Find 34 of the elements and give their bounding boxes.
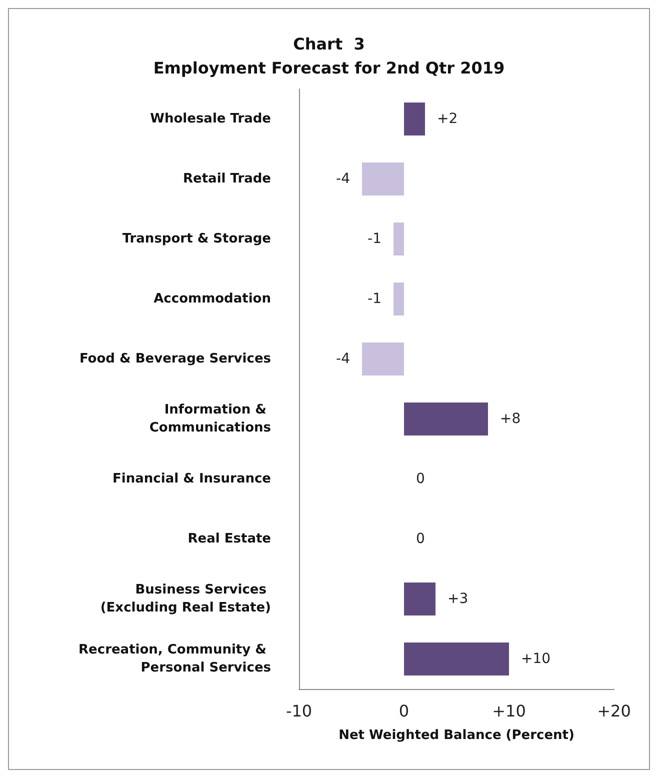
- data-label: -1: [368, 291, 382, 307]
- bar: [362, 342, 404, 376]
- x-tick-label: -10: [286, 702, 312, 720]
- data-label: +2: [437, 111, 458, 127]
- bar: [404, 642, 509, 676]
- x-tick-label: +10: [492, 702, 526, 720]
- chart-title: Chart 3 Employment Forecast for 2nd Qtr 2019: [153, 34, 505, 78]
- data-label: +8: [500, 411, 521, 427]
- y-tick-label: Real Estate: [188, 532, 272, 546]
- data-label: 0: [416, 531, 425, 547]
- y-tick-label: Business Services (Excluding Real Estate): [100, 582, 271, 616]
- data-label: +10: [521, 651, 551, 667]
- data-label: -4: [336, 171, 350, 187]
- y-tick-label: Recreation, Community & Personal Services: [78, 642, 272, 676]
- bar: [404, 402, 488, 436]
- y-tick-label: Food & Beverage Services: [79, 352, 272, 366]
- y-tick-label: Transport & Storage: [122, 232, 272, 246]
- bar: [362, 162, 404, 196]
- bar: [394, 222, 404, 256]
- y-tick-label: Retail Trade: [183, 172, 272, 186]
- bar: [404, 582, 436, 616]
- x-tick-label: +20: [597, 702, 631, 720]
- y-tick-label: Financial & Insurance: [112, 472, 272, 486]
- x-axis-title: Net Weighted Balance (Percent): [338, 728, 574, 743]
- y-tick-label: Wholesale Trade: [150, 112, 272, 126]
- y-tick-label: Information & Communications: [149, 402, 272, 436]
- data-label: -4: [336, 351, 350, 367]
- bar: [404, 102, 425, 136]
- bar: [394, 282, 404, 316]
- y-tick-label: Accommodation: [154, 292, 271, 306]
- data-label: +3: [448, 591, 468, 607]
- x-tick-label: 0: [398, 702, 410, 720]
- data-label: -1: [368, 231, 382, 247]
- data-label: 0: [416, 471, 425, 487]
